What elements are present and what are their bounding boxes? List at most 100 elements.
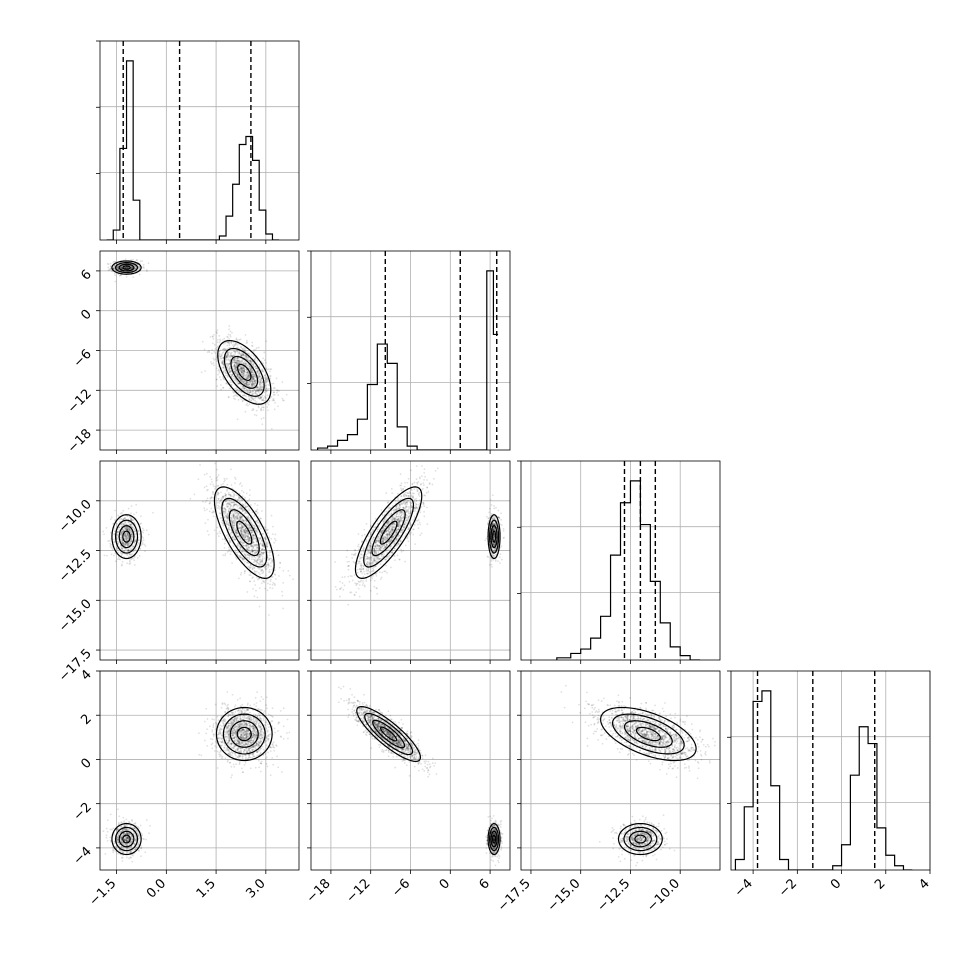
scatter-point [199,457,201,459]
scatter-point [254,365,257,368]
scatter-point [252,390,254,393]
scatter-point [219,339,222,342]
scatter-point [231,355,233,357]
scatter-point [222,495,225,498]
scatter-point [224,540,227,542]
scatter-point [241,550,243,553]
scatter-point [239,514,242,517]
scatter-point [263,581,266,584]
scatter-point [125,537,128,540]
scatter-point [234,359,237,362]
scatter-point [226,551,229,553]
scatter-point [251,550,254,553]
scatter-point [236,504,239,507]
scatter-point [109,531,112,534]
histogram-series [317,270,499,450]
scatter-point [126,536,128,539]
scatter-point [120,274,122,277]
scatter-point [130,523,133,525]
scatter-point [243,374,246,377]
scatter-point [131,534,134,537]
scatter-point [120,267,123,270]
scatter-point [134,267,136,269]
scatter-point [258,395,261,398]
scatter-point [214,485,217,488]
scatter-point [96,265,98,267]
scatter-point [263,377,266,379]
scatter-point [263,580,265,583]
scatter-point [233,379,236,382]
scatter-point [256,372,259,375]
scatter-point [258,385,261,388]
scatter-point [260,551,263,554]
scatter-point [251,566,253,569]
x-tick-label: −4 [732,876,756,900]
scatter-point [127,533,130,536]
scatter-point [125,528,127,531]
scatter-point [218,353,221,356]
scatter-point [229,355,231,358]
scatter-point [217,373,219,376]
scatter-point [239,496,242,499]
scatter-point [415,465,418,468]
scatter-point [362,550,364,553]
scatter-point [257,557,260,560]
scatter-point [240,530,243,533]
scatter-point [138,265,140,268]
scatter-point [121,547,124,550]
scatter-point [257,389,260,391]
scatter-point [127,536,130,539]
scatter-point [281,590,283,593]
scatter-point [245,380,247,383]
scatter-point [245,534,248,537]
scatter-point [250,360,252,363]
scatter-point [260,553,263,556]
scatter-point [143,267,145,270]
scatter-point [119,532,122,535]
scatter-point [236,373,239,376]
axes-frame [99,40,300,241]
scatter-point [228,366,231,369]
scatter-point [254,559,256,562]
scatter-point [251,534,254,537]
scatter-point [244,527,247,530]
scatter-point [248,539,250,542]
scatter-point [235,387,238,389]
scatter-point [131,526,134,529]
scatter-point [210,361,212,363]
scatter-point [127,544,130,546]
scatter-point [392,526,394,529]
scatter-point [271,533,274,536]
scatter-point [121,532,123,534]
scatter-point [259,386,262,388]
scatter-point [248,383,251,386]
scatter-point [244,544,247,547]
scatter-point [124,543,127,546]
scatter-point [232,514,235,517]
scatter-point [239,539,242,541]
scatter-point [252,397,255,400]
pair-panel-2-1 [307,460,511,664]
scatter-point [401,510,403,513]
scatter-point [125,532,127,534]
scatter-point [246,557,248,559]
scatter-point [236,375,239,377]
scatter-point [229,532,232,535]
scatter-point [252,378,255,381]
scatter-point [232,523,235,525]
scatter-point [390,566,392,569]
scatter-point [252,558,255,561]
scatter-point [254,560,256,563]
scatter-point [400,490,403,492]
scatter-point [273,391,276,394]
scatter-point [229,356,231,359]
scatter-point [405,511,408,513]
scatter-point [231,520,234,523]
scatter-point [247,374,250,376]
scatter-point [218,376,221,378]
scatter-point [232,493,235,495]
scatter-point [240,360,243,363]
scatter-point [420,532,423,535]
scatter-point [125,266,128,269]
scatter-point [252,363,255,366]
